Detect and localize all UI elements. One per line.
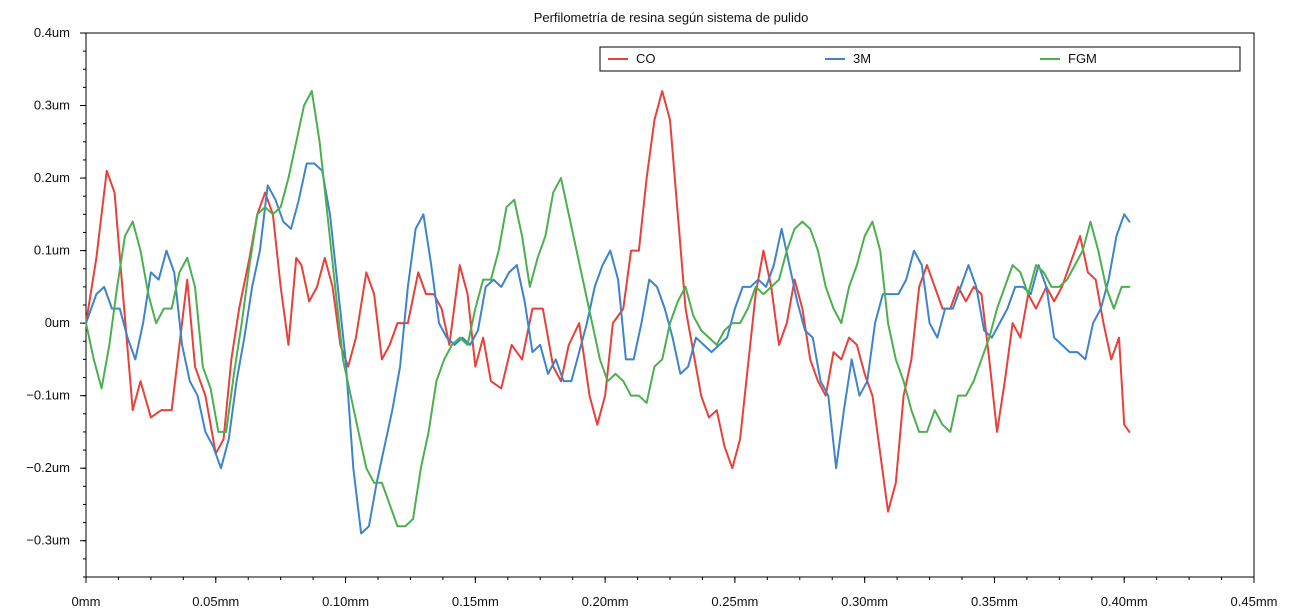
x-tick-label: 0.45mm (1231, 594, 1278, 609)
series-line-3m (85, 162, 1131, 535)
x-tick-label: 0.05mm (192, 594, 239, 609)
x-tick-label: 0mm (72, 594, 101, 609)
x-tick-label: 0.40mm (1101, 594, 1148, 609)
legend-label-3m: 3M (853, 51, 871, 66)
legend-label-fgm: FGM (1068, 51, 1097, 66)
x-axis: 0mm 0.05mm 0.10mm 0.15mm 0.20mm 0.25mm 0.30mm 0… (72, 577, 1278, 609)
legend-box (599, 46, 1241, 72)
chart-title: Perfilometría de resina según sistema de… (534, 10, 809, 25)
legend: CO 3M FGM (599, 46, 1241, 72)
y-tick-label: 0.4um (34, 25, 70, 40)
legend-label-co: CO (636, 51, 656, 66)
y-tick-label: 0.1um (34, 243, 70, 258)
x-tick-label: 0.30mm (841, 594, 888, 609)
y-tick-label: 0um (45, 315, 70, 330)
x-tick-label: 0.20mm (582, 594, 629, 609)
series-line-fgm (85, 90, 1131, 528)
x-tick-label: 0.10mm (322, 594, 369, 609)
x-tick-label: 0.15mm (452, 594, 499, 609)
x-tick-label: 0.25mm (711, 594, 758, 609)
y-tick-label: −0.2um (26, 460, 70, 475)
y-tick-label: −0.3um (26, 533, 70, 548)
y-axis: 0.4um 0.3um 0.2um 0.1um 0um −0.1um −0.2um −0.3u… (26, 25, 86, 578)
x-tick-label: 0.35mm (971, 594, 1018, 609)
series-line-co (85, 90, 1131, 513)
plot-frame (85, 32, 1255, 578)
y-tick-label: 0.2um (34, 170, 70, 185)
series-layer (85, 90, 1131, 535)
y-tick-label: −0.1um (26, 388, 70, 403)
y-tick-label: 0.3um (34, 98, 70, 113)
